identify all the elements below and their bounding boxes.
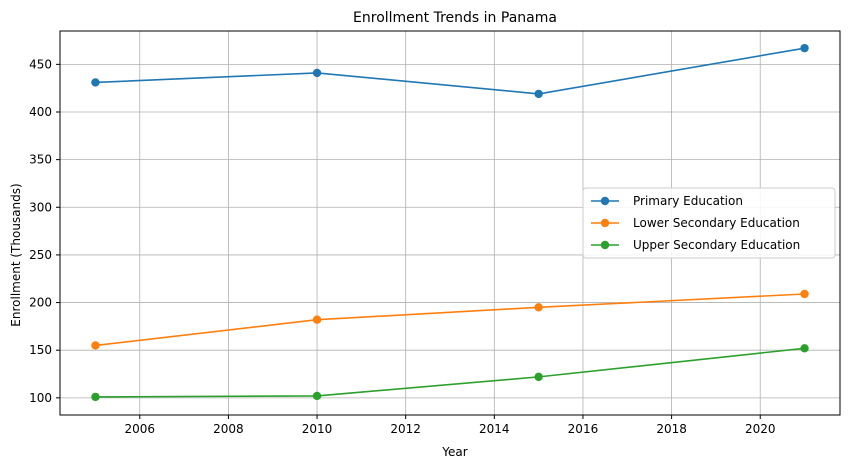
plot-frame [59,30,841,416]
y-tick-label: 300 [29,200,52,214]
legend: Primary Education Lower Secondary Educati… [582,187,836,259]
data-point [91,392,100,402]
data-point [534,372,543,382]
data-point [800,43,809,53]
series-lines [91,43,809,402]
data-point [312,315,322,324]
y-tick-label: 150 [29,343,52,357]
data-point [800,344,809,353]
y-tick-label: 400 [29,105,52,119]
chart-title: Enrollment Trends in Panama [353,10,557,26]
data-point [534,303,543,312]
series-line-2 [95,293,805,347]
series-line-1 [95,47,805,95]
data-point [534,89,543,99]
axes: 2006 2008 2010 2012 2014 2016 2018 2020 100 150 20… [29,30,841,436]
y-tick-label: 100 [29,391,52,405]
series-line-3 [95,347,805,398]
data-point [800,289,809,299]
x-tick-label: 2012 [390,422,421,436]
legend-label: Upper Secondary Education [633,238,800,252]
y-tick-label: 250 [29,248,52,262]
x-tick-label: 2008 [213,422,244,436]
legend-swatch-marker [600,196,610,206]
legend-swatch-marker [600,218,610,228]
legend-swatch-marker [600,240,610,250]
x-tick-label: 2014 [479,422,510,436]
data-point [91,78,100,87]
legend-label: Lower Secondary Education [633,216,800,230]
x-tick-label: 2018 [656,422,687,436]
x-tick-label: 2016 [568,422,599,436]
x-axis-label: Year [441,445,467,459]
x-tick-label: 2010 [302,422,333,436]
data-point [312,391,322,401]
data-point [91,341,100,350]
y-axis-label: Enrollment (Thousands) [9,183,23,326]
x-tick-label: 2020 [745,422,776,436]
y-tick-label: 350 [29,153,52,167]
y-tick-label: 450 [29,57,52,71]
y-tick-label: 200 [29,296,52,310]
data-point [312,68,322,78]
legend-label: Primary Education [633,194,743,208]
x-tick-label: 2006 [124,422,155,436]
legend-box [582,187,836,259]
